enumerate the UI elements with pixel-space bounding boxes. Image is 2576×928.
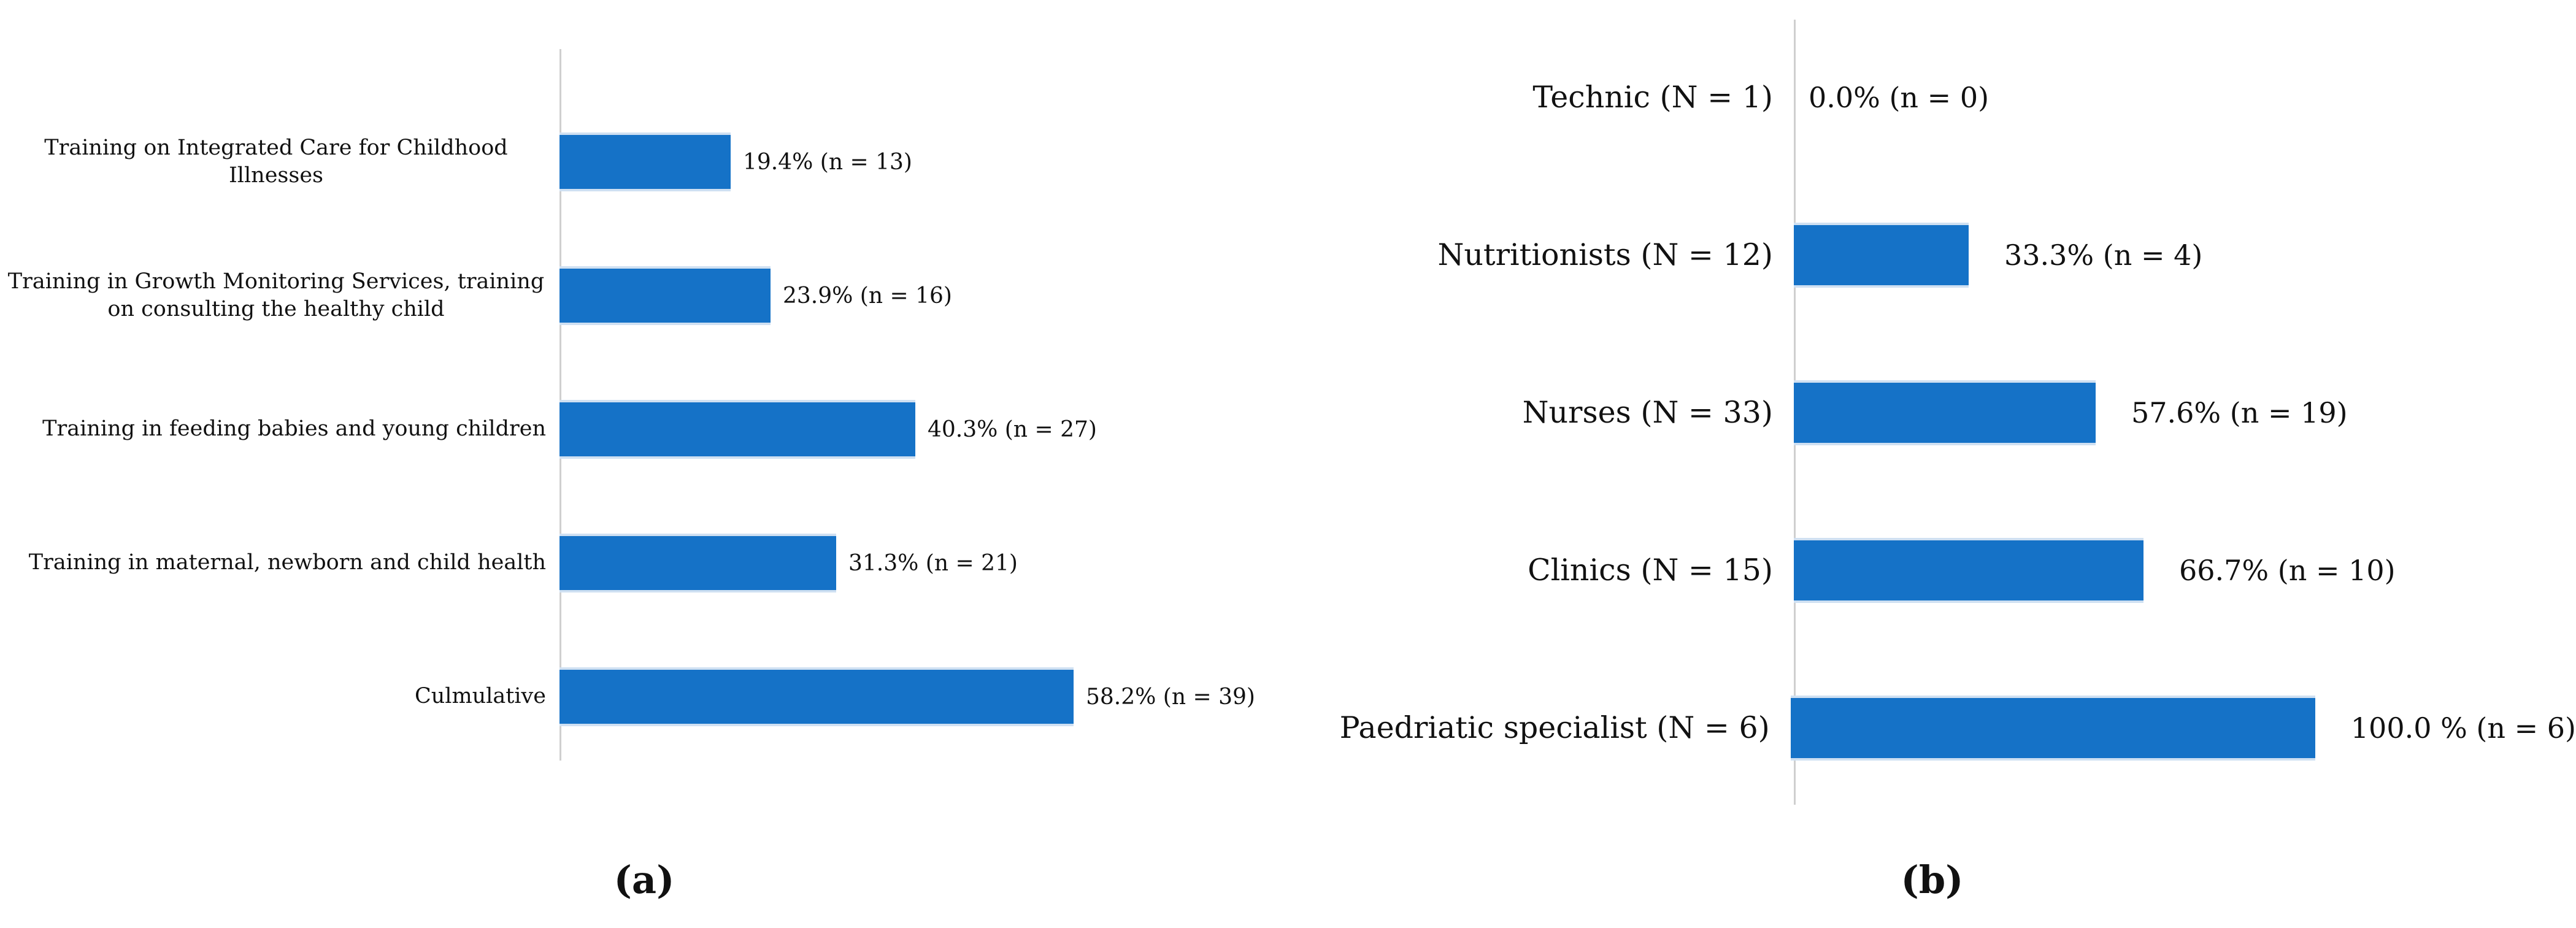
category-label: Paedriatic specialist (N = 6)	[1339, 710, 1770, 745]
category-label: Training in feeding babies and young chi…	[42, 416, 546, 442]
bar-track: 19.4% (n = 13)	[559, 132, 1288, 191]
category-cell: Nutritionists (N = 12)	[1288, 236, 1794, 274]
chart-row: Technic (N = 1) 0.0% (n = 0)	[1288, 18, 2576, 176]
category-cell: Training on Integrated Care for Childhoo…	[0, 134, 559, 190]
category-label: Nurses (N = 33)	[1522, 394, 1773, 430]
value-label: 58.2% (n = 39)	[1086, 684, 1255, 710]
bar-track: 58.2% (n = 39)	[559, 667, 1288, 726]
value-label: 57.6% (n = 19)	[2131, 396, 2348, 429]
bar-track: 31.3% (n = 21)	[559, 534, 1288, 592]
bar-track: 66.7% (n = 10)	[1794, 537, 2576, 603]
chart-row: Training on Integrated Care for Childhoo…	[0, 95, 1288, 229]
panel-a-caption: (a)	[613, 857, 675, 902]
panel-b: Technic (N = 1) 0.0% (n = 0) Nutritionists…	[1288, 0, 2576, 928]
bar-track: 100.0 % (n = 6)	[1790, 695, 2576, 761]
category-cell: Training in feeding babies and young chi…	[0, 415, 559, 443]
category-label: Training on Integrated Care for Childhoo…	[44, 135, 508, 188]
category-label: Culmulative	[414, 684, 546, 709]
category-cell: Paedriatic specialist (N = 6)	[1288, 709, 1791, 746]
bar	[1794, 537, 2143, 603]
bar	[559, 266, 771, 325]
panel-b-rows: Technic (N = 1) 0.0% (n = 0) Nutritionists…	[1288, 18, 2576, 807]
category-cell: Training in Growth Monitoring Services, …	[0, 268, 559, 324]
panel-b-caption: (b)	[1901, 857, 1964, 902]
bar	[559, 132, 731, 191]
panel-a-rows: Training on Integrated Care for Childhoo…	[0, 95, 1288, 764]
bar	[559, 400, 915, 459]
chart-row: Clinics (N = 15) 66.7% (n = 10)	[1288, 491, 2576, 649]
bar	[1794, 380, 2096, 445]
value-label: 33.3% (n = 4)	[2004, 238, 2203, 272]
category-label: Training in maternal, newborn and child …	[28, 550, 546, 575]
category-label: Clinics (N = 15)	[1528, 552, 1773, 588]
value-label: 0.0% (n = 0)	[1809, 80, 1990, 114]
bar-track: 40.3% (n = 27)	[559, 400, 1288, 459]
value-label: 23.9% (n = 16)	[783, 283, 952, 309]
bar-track: 57.6% (n = 19)	[1794, 380, 2576, 445]
chart-row: Nurses (N = 33) 57.6% (n = 19)	[1288, 334, 2576, 491]
chart-row: Paedriatic specialist (N = 6) 100.0 % (n …	[1288, 649, 2576, 807]
bar	[559, 534, 836, 592]
bar	[1794, 222, 1969, 288]
bar-track: 23.9% (n = 16)	[559, 266, 1288, 325]
chart-row: Training in feeding babies and young chi…	[0, 362, 1288, 496]
chart-row: Culmulative 58.2% (n = 39)	[0, 630, 1288, 764]
bar	[559, 667, 1074, 726]
category-label: Nutritionists (N = 12)	[1437, 237, 1773, 272]
value-label: 100.0 % (n = 6)	[2350, 711, 2576, 745]
chart-row: Training in maternal, newborn and child …	[0, 496, 1288, 630]
chart-row: Training in Growth Monitoring Services, …	[0, 229, 1288, 362]
value-label: 19.4% (n = 13)	[743, 149, 912, 175]
panel-a: Training on Integrated Care for Childhoo…	[0, 49, 1288, 902]
category-label: Technic (N = 1)	[1532, 79, 1773, 115]
bar	[1790, 695, 2315, 761]
bar-track: 33.3% (n = 4)	[1794, 222, 2576, 288]
category-cell: Technic (N = 1)	[1288, 79, 1794, 116]
chart-row: Nutritionists (N = 12) 33.3% (n = 4)	[1288, 176, 2576, 334]
category-cell: Clinics (N = 15)	[1288, 551, 1794, 589]
value-label: 31.3% (n = 21)	[848, 550, 1018, 576]
category-label: Training in Growth Monitoring Services, …	[7, 269, 545, 322]
category-cell: Culmulative	[0, 683, 559, 711]
category-cell: Nurses (N = 33)	[1288, 394, 1794, 431]
category-cell: Training in maternal, newborn and child …	[0, 549, 559, 577]
value-label: 40.3% (n = 27)	[928, 416, 1097, 442]
value-label: 66.7% (n = 10)	[2179, 553, 2396, 587]
bar-track: 0.0% (n = 0)	[1794, 81, 2576, 114]
